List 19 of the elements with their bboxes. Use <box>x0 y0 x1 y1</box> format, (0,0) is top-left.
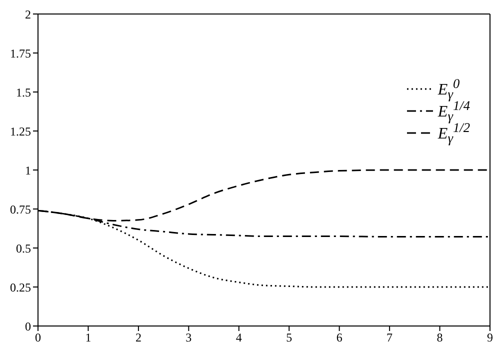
x-tick-label: 6 <box>336 330 342 345</box>
x-tick-label: 3 <box>186 330 192 345</box>
x-tick-label: 0 <box>35 330 41 345</box>
y-tick-label: 0.75 <box>10 202 31 216</box>
y-tick-label: 1.25 <box>10 124 31 138</box>
x-tick-label: 5 <box>286 330 292 345</box>
x-tick-label: 2 <box>135 330 142 345</box>
y-tick-label: 0 <box>25 319 31 334</box>
y-tick-label: 1 <box>25 163 31 178</box>
y-tick-label: 1.5 <box>16 85 31 100</box>
x-tick-label: 8 <box>436 330 443 345</box>
x-tick-label: 7 <box>386 330 393 345</box>
y-tick-label: 1.75 <box>10 46 31 60</box>
x-tick-label: 9 <box>487 330 493 345</box>
y-tick-label: 2 <box>25 7 31 22</box>
x-tick-label: 4 <box>236 330 242 345</box>
y-tick-label: 0.5 <box>16 241 31 256</box>
x-tick-label: 1 <box>85 330 92 345</box>
y-tick-label: 0.25 <box>10 280 31 294</box>
